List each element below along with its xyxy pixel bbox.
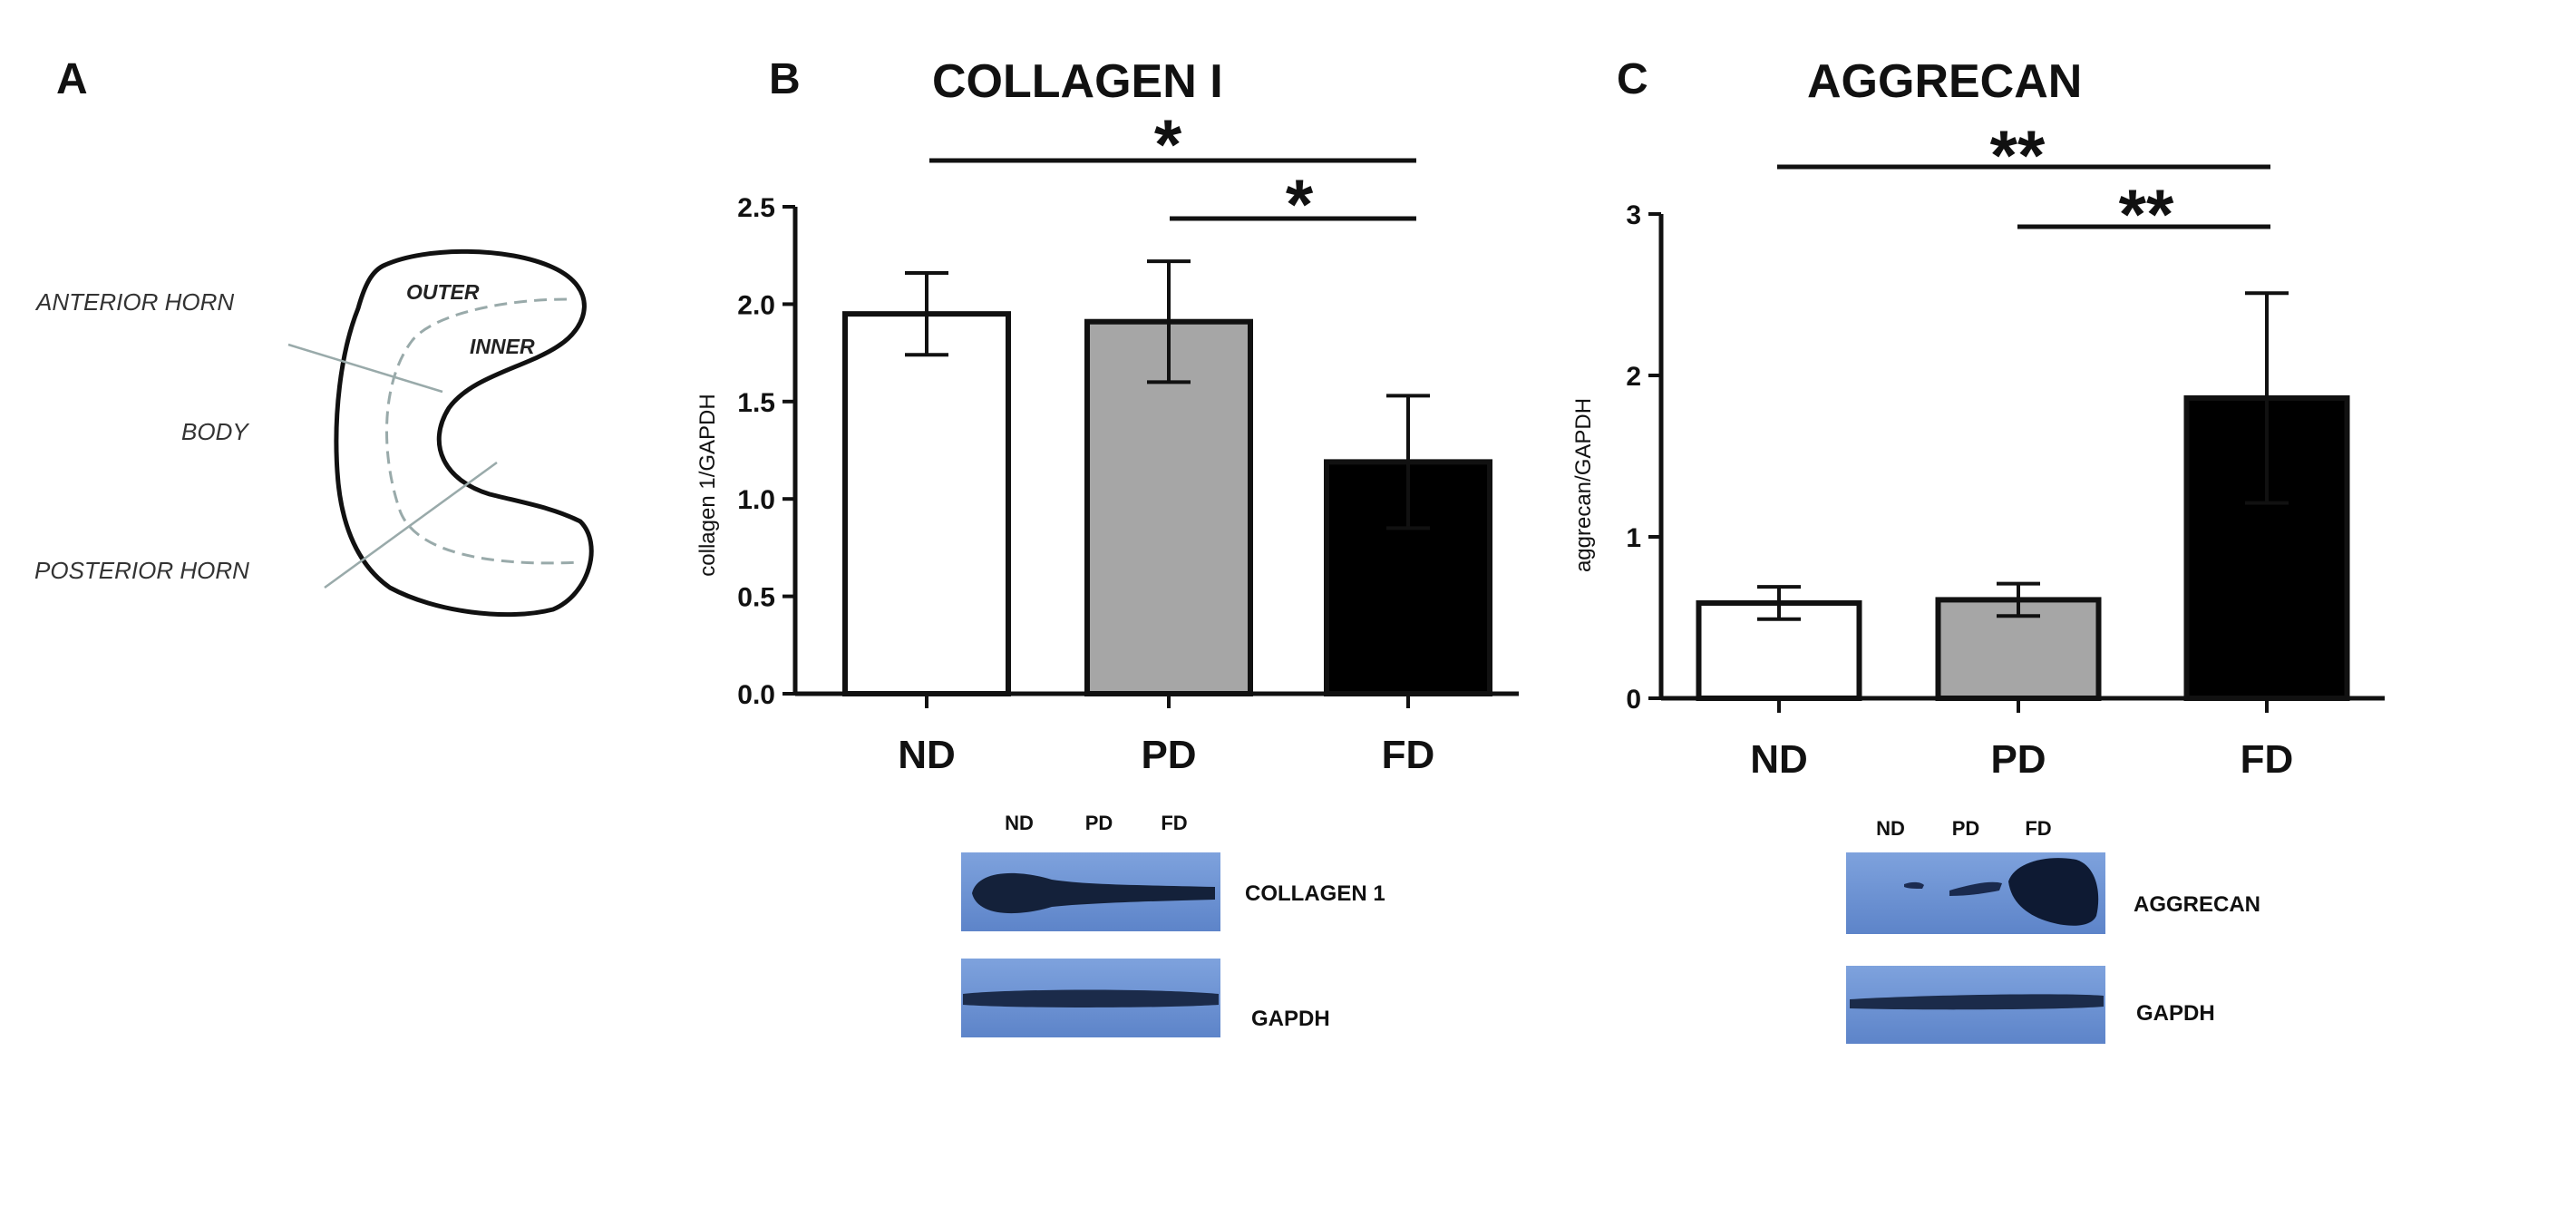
chart-collagen-y-label: collagen 1/GAPDH <box>695 394 720 576</box>
chart-aggrecan-bars <box>1696 291 2350 701</box>
blot-lane-label: FD <box>2025 817 2051 840</box>
meniscus-outline <box>334 248 594 618</box>
x-category-label: PD <box>1141 733 1196 777</box>
y-tick-label: 2.0 <box>737 290 775 320</box>
meniscus-diagram: ANTERIOR HORN BODY POSTERIOR HORN OUTER … <box>34 248 594 618</box>
y-tick-label: 0.0 <box>737 680 775 710</box>
significance-marker: ** <box>2119 174 2174 254</box>
gapdh-band <box>963 989 1219 1007</box>
blot-lane-label: ND <box>1005 812 1034 834</box>
chart-collagen-bars <box>842 259 1492 696</box>
posterior-horn-label: POSTERIOR HORN <box>34 557 249 584</box>
y-tick-label: 1.0 <box>737 485 775 515</box>
collagen-western-blot: ND PD FD COLLAGEN 1 GAPDH <box>961 812 1385 1037</box>
y-tick-label: 1 <box>1626 523 1641 553</box>
error-bar <box>1386 394 1430 530</box>
x-category-label: FD <box>2241 737 2294 782</box>
aggrecan-blot-label: AGGRECAN <box>2134 892 2260 917</box>
anterior-horn-label: ANTERIOR HORN <box>34 288 234 316</box>
y-tick-label: 1.5 <box>737 388 775 418</box>
x-category-label: ND <box>1750 737 1808 782</box>
outer-label: OUTER <box>406 280 480 304</box>
significance-marker: * <box>1154 104 1182 184</box>
gapdh-band <box>1850 994 2104 1010</box>
panel-letter-b: B <box>769 55 801 103</box>
significance-marker: ** <box>1990 115 2046 195</box>
collagen-band <box>972 872 1215 914</box>
aggrecan-western-blot: ND PD FD AGGRECAN GAPDH <box>1846 817 2260 1044</box>
posterior-divider-line <box>324 461 498 589</box>
x-category-label: PD <box>1990 737 2046 782</box>
body-label: BODY <box>181 418 249 445</box>
chart-collagen: COLLAGEN I collagen 1/GAPDH 0.0 0.5 1.0 1.5… <box>695 55 1519 777</box>
chart-aggrecan-title: AGGRECAN <box>1807 55 2082 108</box>
chart-collagen-significance: ** <box>929 104 1416 244</box>
x-category-label: ND <box>898 733 956 777</box>
error-bar <box>1997 581 2040 618</box>
y-tick-label: 2 <box>1626 362 1641 392</box>
aggrecan-band-pd <box>1949 881 2002 896</box>
aggrecan-band-nd <box>1904 881 1924 889</box>
outer-inner-divider <box>385 297 581 565</box>
aggrecan-band-fd <box>2008 858 2099 926</box>
chart-aggrecan-y-label: aggrecan/GAPDH <box>1571 398 1596 572</box>
error-bar <box>905 271 948 357</box>
error-bar <box>1757 585 1801 621</box>
blot-lane-label: FD <box>1161 812 1187 834</box>
x-category-label: FD <box>1382 733 1435 777</box>
y-tick-label: 0 <box>1626 685 1641 715</box>
y-tick-label: 3 <box>1626 200 1641 230</box>
inner-label: INNER <box>470 335 535 358</box>
collagen-gapdh-label: GAPDH <box>1251 1007 1330 1031</box>
error-bar <box>2245 291 2289 505</box>
panel-letter-c: C <box>1617 55 1648 103</box>
aggrecan-gapdh-label: GAPDH <box>2136 1001 2215 1026</box>
bar <box>842 311 1011 696</box>
blot-lane-label: ND <box>1876 817 1905 840</box>
chart-aggrecan: AGGRECAN aggrecan/GAPDH 0 1 2 3 ND PD FD ** ** <box>1571 55 2385 782</box>
error-bar <box>1147 259 1191 384</box>
y-tick-label: 2.5 <box>737 193 775 223</box>
blot-lane-label: PD <box>1085 812 1113 834</box>
blot-lane-label: PD <box>1952 817 1980 840</box>
collagen-blot-label: COLLAGEN 1 <box>1245 881 1385 906</box>
chart-aggrecan-significance: ** ** <box>1777 115 2270 254</box>
anterior-divider-line <box>287 343 443 394</box>
y-tick-label: 0.5 <box>737 583 775 613</box>
chart-collagen-title: COLLAGEN I <box>932 55 1223 108</box>
significance-marker: * <box>1286 164 1314 244</box>
panel-letter-a: A <box>56 55 88 103</box>
